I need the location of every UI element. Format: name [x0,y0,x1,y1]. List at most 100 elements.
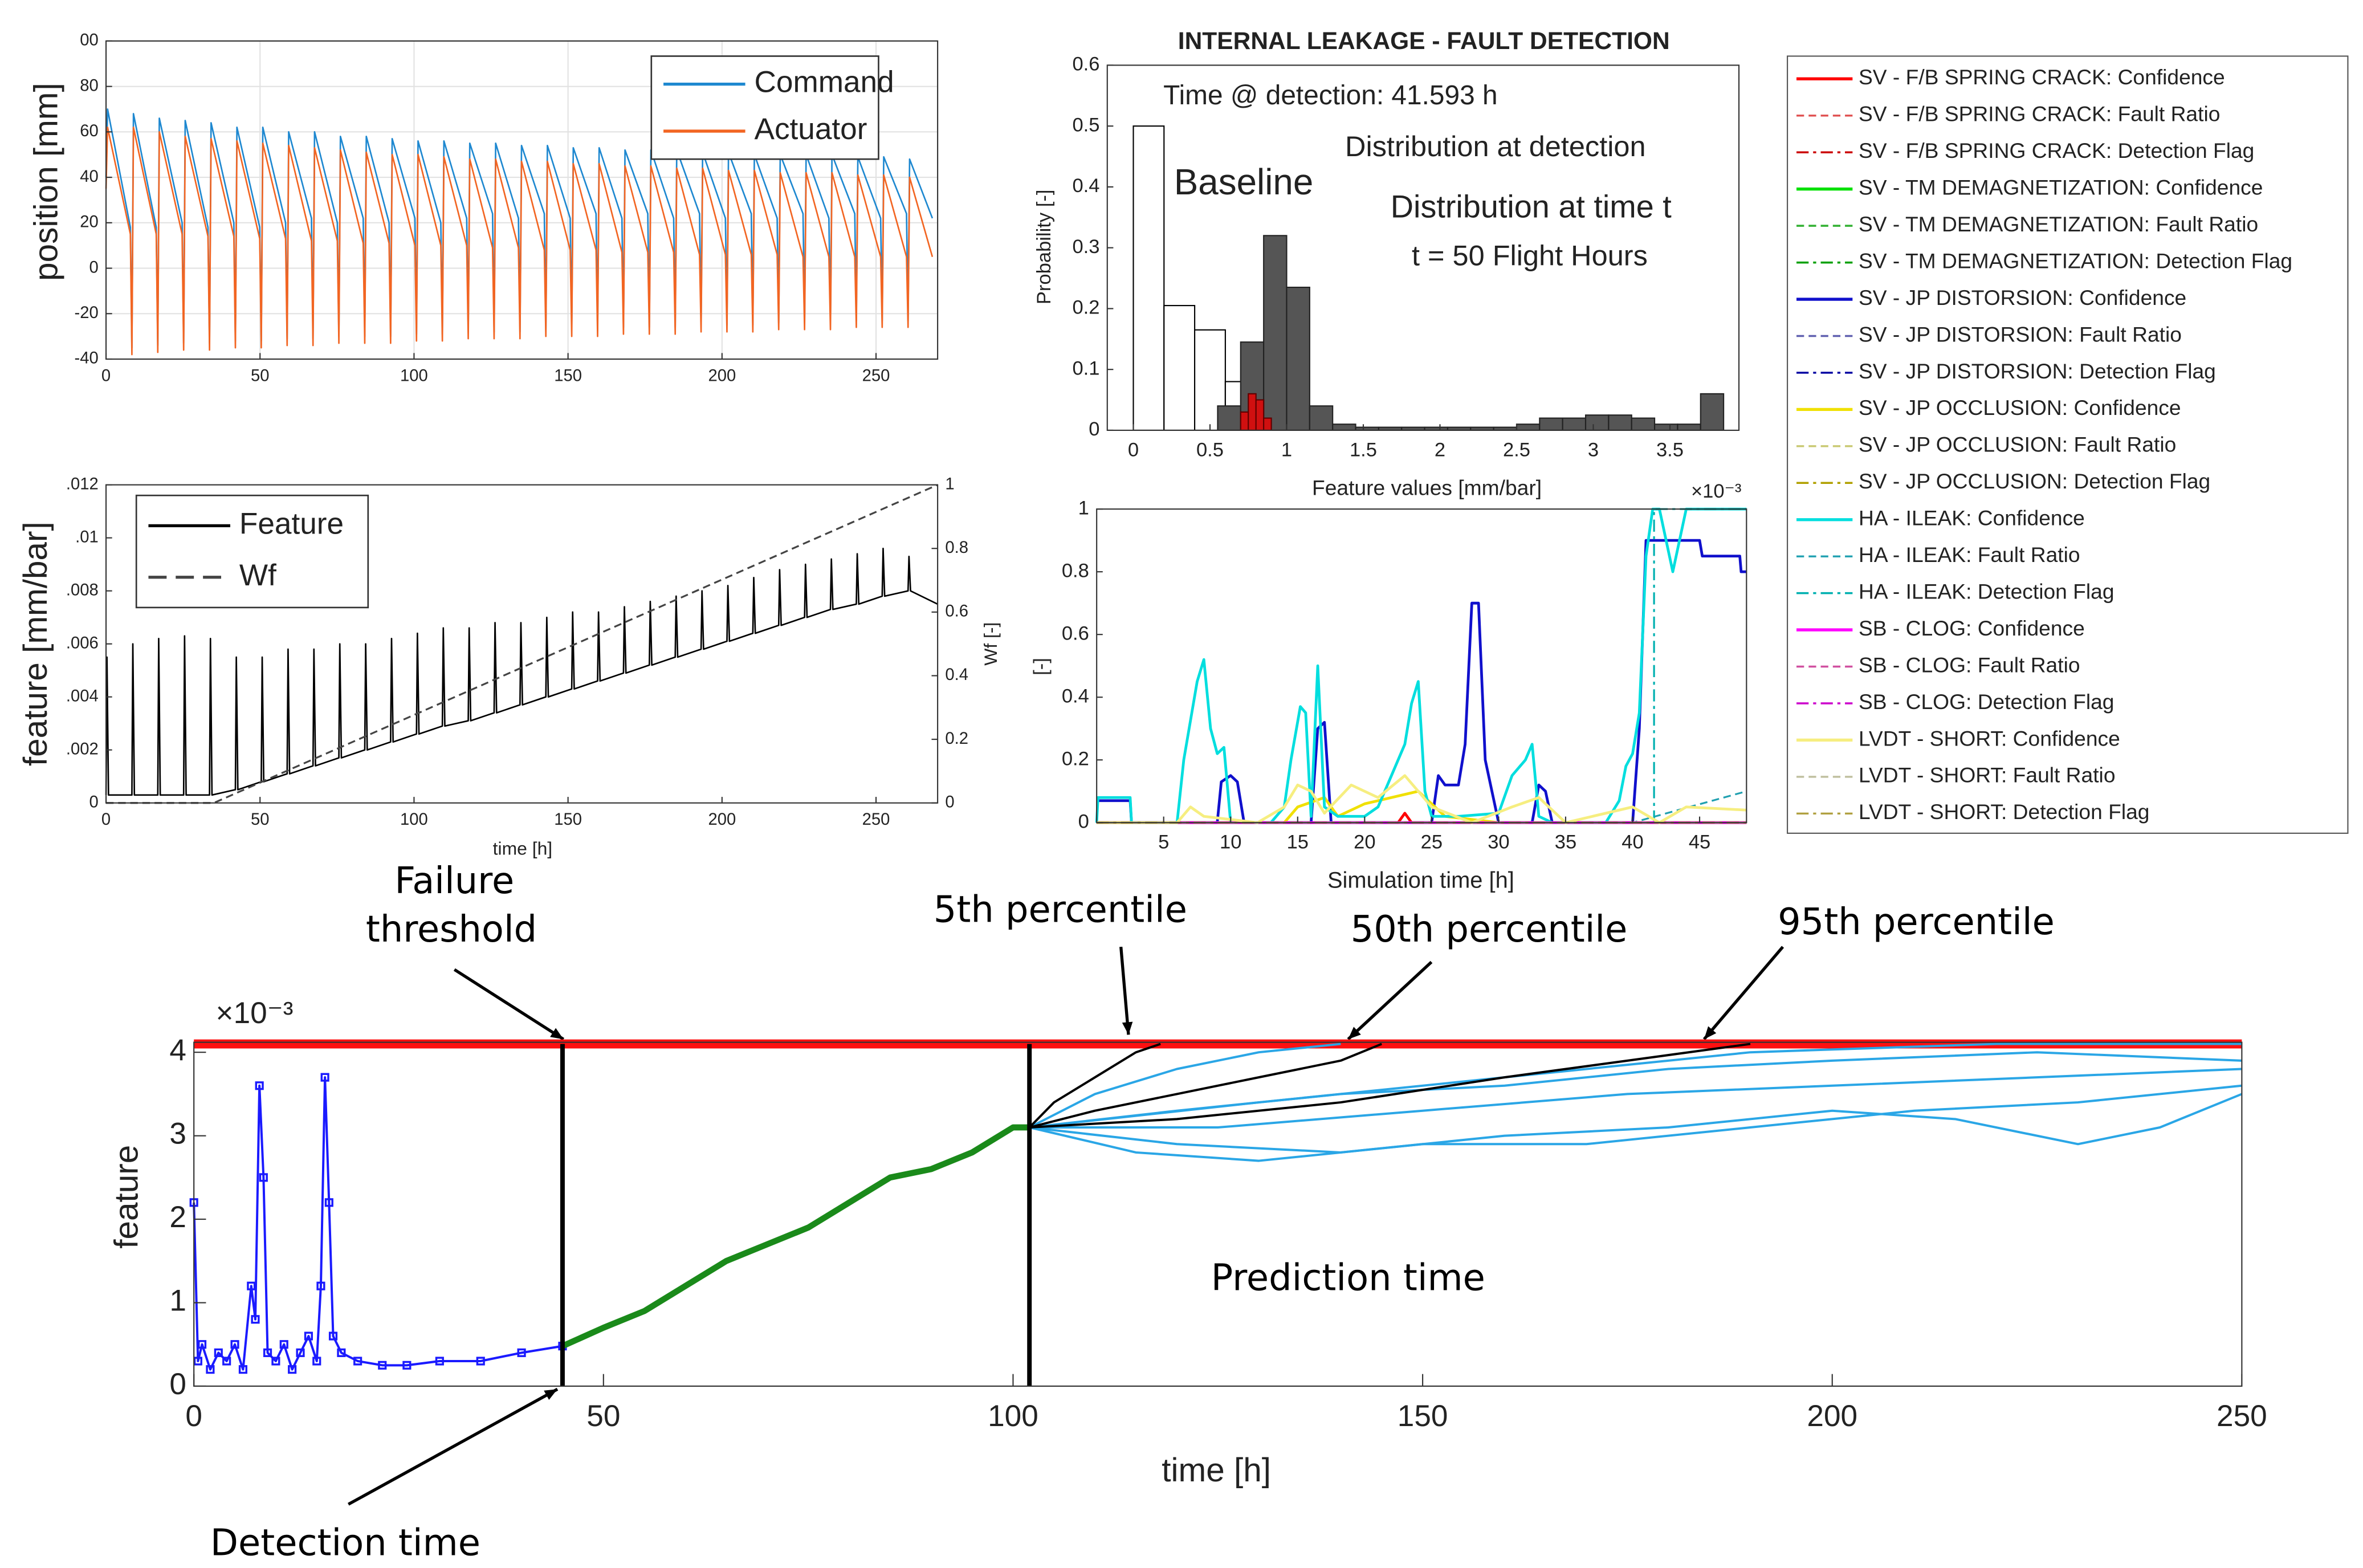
x-tick-label: 1.5 [1350,439,1377,461]
x-axis-label: Feature values [mm/bar] [1312,475,1542,499]
x-tick-label: 35 [1555,832,1576,853]
y-tick-label: 0.2 [1062,748,1089,769]
series-marker [337,1348,346,1357]
series-marker [288,1365,297,1374]
y-axis-label: Probability [-] [1033,190,1055,305]
y-tick-label: 0 [1089,418,1099,440]
histogram-bar [1631,417,1656,431]
x-tick-label: 50 [251,811,270,829]
series-marker [279,1340,288,1349]
series-line [1029,1042,1341,1129]
x-tick-label: 200 [708,811,736,829]
series-label: 95th percentile [1778,901,2055,943]
arrow-head [544,1389,558,1400]
y-tick-label: .008 [66,581,99,599]
x-tick-label: 20 [1354,832,1375,853]
y2-tick-label: 0.2 [945,730,968,748]
y-tick-label: 3 [169,1117,186,1151]
legend-label: SB - CLOG: Fault Ratio [1859,653,2080,677]
annotation: Time @ detection: 41.593 h [1163,80,1498,111]
legend-label: SB - CLOG: Confidence [1859,616,2085,640]
legend-label: HA - ILEAK: Confidence [1859,506,2085,530]
series-marker [517,1348,526,1357]
y-tick-label: 0.2 [1072,297,1099,319]
x-tick-label: 5 [1158,832,1169,853]
y-tick-label: 20 [80,213,99,231]
legend-label: SV - JP OCCLUSION: Fault Ratio [1859,433,2176,457]
histogram-bar [1263,235,1288,431]
x-tick-label: 100 [400,811,428,829]
y2-tick-label: 0.8 [945,539,968,557]
y-tick-label: 40 [80,168,99,186]
x-axis-label: time [h] [1162,1452,1271,1489]
x-tick-label: 50 [251,366,270,385]
x-tick-label: 100 [988,1399,1038,1433]
histogram-bar [1608,414,1632,431]
series-line [105,547,938,796]
axes-box [105,40,939,360]
y-tick-label: 0 [169,1367,186,1401]
series-marker [222,1357,231,1366]
threshold-label: Failure [394,860,514,902]
series-marker [247,1281,256,1290]
annotation: t = 50 Flight Hours [1412,239,1648,271]
series-line [105,127,934,356]
y2-axis-label: Wf [-] [980,622,1001,666]
series-label: 5th percentile [934,889,1187,931]
series-line [1097,774,1747,824]
histogram-bar [1539,417,1563,431]
x-tick-label: 200 [1807,1399,1857,1433]
plot-area [194,1042,2242,1386]
legend-label: Actuator [755,112,867,146]
y2-tick-label: 1 [945,475,954,493]
chart-title: INTERNAL LEAKAGE - FAULT DETECTION [1178,28,1670,55]
histogram-bar [1163,305,1196,431]
legend-label: SV - JP OCCLUSION: Confidence [1859,396,2181,420]
legend-label: SV - TM DEMAGNETIZATION: Fault Ratio [1859,212,2258,236]
legend-label: SV - F/B SPRING CRACK: Detection Flag [1859,139,2254,162]
histogram-bar [1584,414,1610,431]
x-tick-label: 250 [862,811,890,829]
y-tick-label: .006 [66,634,99,652]
x-tick-label: 15 [1287,832,1309,853]
legend-label: LVDT - SHORT: Confidence [1859,726,2120,750]
histogram-bar [1562,417,1587,431]
y-tick-label: 0.1 [1072,357,1099,379]
y-tick-label: 1 [169,1284,186,1318]
y-tick-label: .004 [66,687,99,705]
event-label: Prediction time [1211,1257,1485,1299]
x-tick-label: 10 [1220,832,1241,853]
y-tick-label: 0 [1078,811,1089,832]
y-tick-label: 0.5 [1072,114,1099,136]
x-tick-label: 3 [1588,439,1599,461]
series-marker [259,1173,268,1182]
arrow-head [1704,1026,1717,1040]
arrow-head [1122,1021,1133,1035]
y2-tick-label: 0 [945,793,954,811]
series-marker [197,1340,207,1349]
x-tick-label: 45 [1689,832,1710,853]
y2-tick-label: 0.4 [945,666,968,684]
legend-label: HA - ILEAK: Detection Flag [1859,579,2115,603]
series-marker [193,1357,202,1366]
axes-box [193,1041,2243,1387]
plot-data [189,1039,2243,1374]
y-tick-label: 0.6 [1072,54,1099,75]
legend-label: SV - F/B SPRING CRACK: Confidence [1859,65,2225,89]
legend-label: Command [755,66,894,99]
histogram-bar [1332,423,1356,431]
y-tick-label: 1 [1078,497,1089,519]
series-marker [353,1357,362,1366]
legend-label: HA - ILEAK: Fault Ratio [1859,543,2080,567]
y-tick-label: 0 [89,793,98,811]
series-line [1029,1042,1382,1129]
histogram-bar [1286,287,1310,431]
series-line [106,484,938,804]
annotation: Distribution at detection [1345,130,1646,162]
legend-box [650,55,879,160]
histogram-bar [1132,125,1165,431]
histogram-bar [1677,423,1701,431]
series-line [1029,1093,2243,1154]
